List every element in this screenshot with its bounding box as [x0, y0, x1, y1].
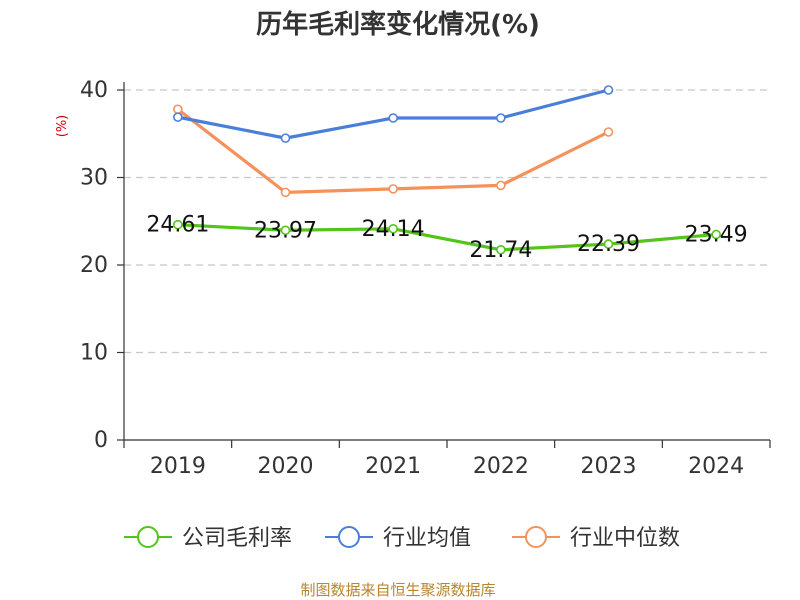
data-point-2019 — [173, 104, 183, 115]
legend-marker — [338, 526, 360, 548]
data-point-2019 — [173, 219, 183, 230]
data-label-2019: 24.61 — [146, 213, 209, 238]
data-point-2020 — [280, 187, 291, 198]
data-point-2022 — [496, 244, 506, 255]
x-tick-label-2020: 2020 — [258, 454, 314, 479]
series-2 — [173, 85, 614, 143]
y-tick-label-20: 20 — [80, 253, 108, 278]
data-point-2024 — [711, 229, 721, 240]
data-labels: 24.61 23.97 24.14 21.74 22.39 23.49 — [146, 213, 747, 263]
data-point-2020 — [280, 225, 291, 236]
x-tick-label-2021: 2021 — [365, 454, 421, 479]
legend-item-2[interactable]: 行业均值 — [325, 526, 471, 551]
y-tick-label-10: 10 — [80, 341, 108, 366]
legend-item-1[interactable]: 公司毛利率 — [124, 526, 292, 551]
legend-label: 行业均值 — [383, 526, 471, 551]
data-point-2022 — [496, 113, 506, 123]
legend-item-3[interactable]: 行业中位数 — [512, 526, 680, 551]
data-label-2022: 21.74 — [469, 238, 532, 263]
y-axis-unit: (%) — [55, 115, 70, 138]
x-tick-label-2019: 2019 — [150, 454, 206, 479]
axes: 0 10 20 30 40 2019 2020 2021 2022 2023 2024 — [80, 78, 771, 479]
data-label-2023: 22.39 — [577, 232, 640, 257]
x-tick-label-2024: 2024 — [688, 454, 744, 479]
legend-label: 公司毛利率 — [182, 526, 292, 551]
series-3 — [173, 104, 614, 198]
data-point-2023 — [603, 85, 614, 95]
source-note: 制图数据来自恒生聚源数据库 — [300, 581, 495, 599]
data-point-2022 — [496, 180, 506, 191]
chart-title: 历年毛利率变化情况(%) — [256, 9, 540, 40]
legend[interactable]: 公司毛利率 行业均值 行业中位数 — [124, 526, 680, 551]
series-layer — [173, 85, 721, 255]
y-tick-label-30: 30 — [80, 166, 108, 191]
x-tick-label-2023: 2023 — [581, 454, 637, 479]
y-tick-label-0: 0 — [94, 428, 108, 453]
data-label-2020: 23.97 — [254, 218, 317, 243]
data-point-2019 — [173, 112, 183, 122]
series-line — [177, 223, 717, 252]
data-point-2021 — [388, 184, 398, 194]
series-1 — [173, 219, 721, 255]
data-point-2023 — [603, 127, 614, 137]
x-tick-label-2022: 2022 — [473, 454, 529, 479]
data-label-2024: 23.49 — [685, 222, 748, 247]
y-tick-label-40: 40 — [80, 78, 108, 103]
legend-marker — [137, 526, 159, 548]
legend-marker — [525, 526, 547, 548]
grid-lines — [124, 89, 770, 354]
data-point-2020 — [280, 133, 291, 143]
data-label-2021: 24.14 — [362, 217, 425, 242]
data-point-2023 — [603, 239, 614, 249]
legend-label: 行业中位数 — [570, 526, 680, 551]
data-point-2021 — [388, 223, 398, 234]
data-point-2021 — [388, 113, 398, 123]
